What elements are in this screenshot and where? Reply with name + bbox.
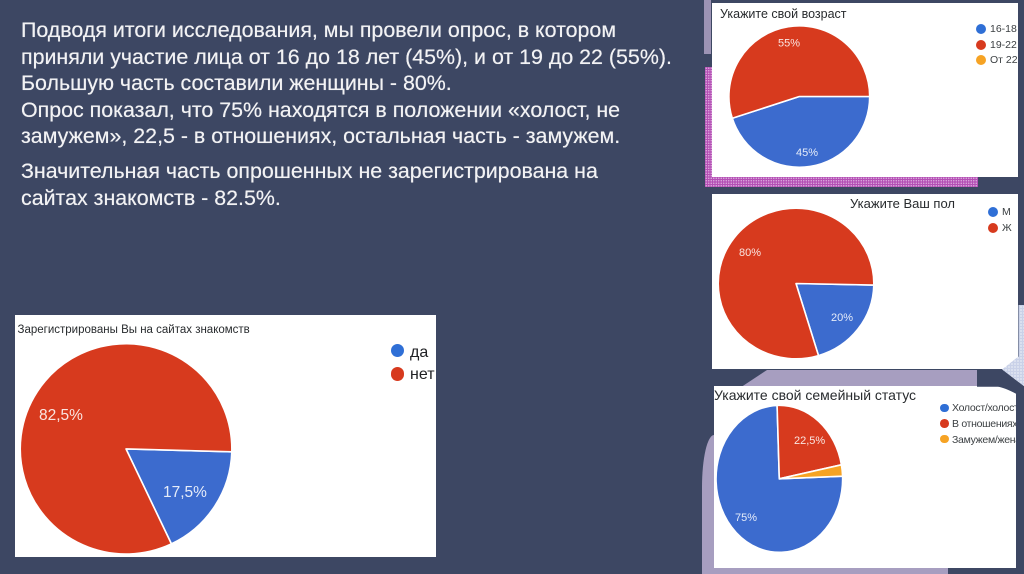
svg-text:75%: 75%: [735, 512, 757, 524]
svg-text:80%: 80%: [739, 247, 761, 259]
svg-text:20%: 20%: [831, 312, 853, 324]
svg-text:22,5%: 22,5%: [794, 435, 825, 447]
svg-text:17,5%: 17,5%: [163, 484, 207, 501]
svg-text:45%: 45%: [796, 147, 818, 159]
svg-text:55%: 55%: [778, 38, 800, 50]
svg-text:82,5%: 82,5%: [39, 407, 83, 424]
